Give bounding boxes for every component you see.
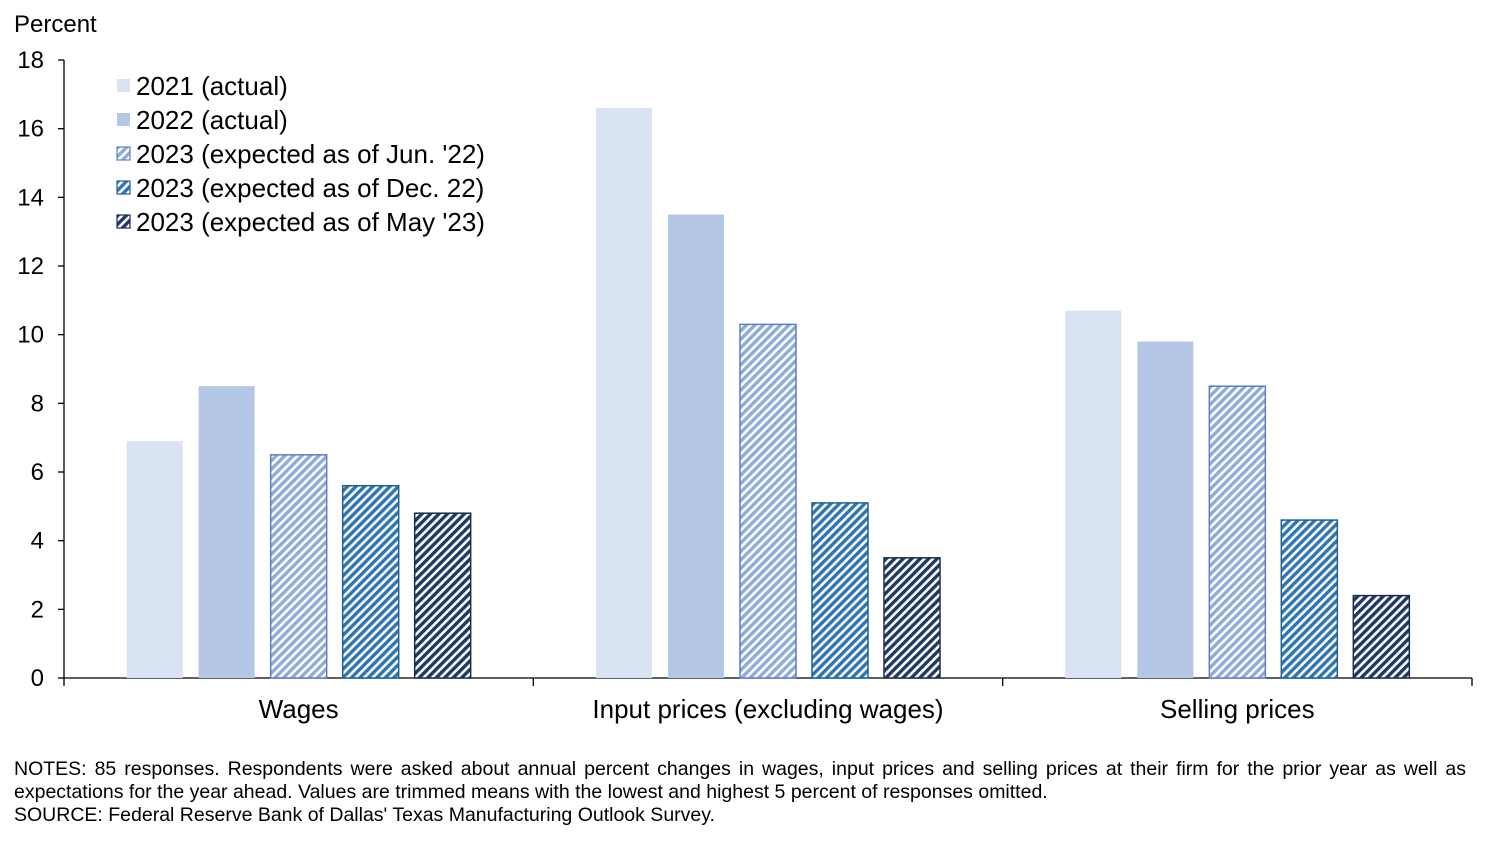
- y-axis: 0 2 4 6 8 10 12 14 16 18: [17, 47, 65, 692]
- bar: [811, 502, 869, 679]
- bar: [1280, 519, 1339, 679]
- bar: [883, 557, 941, 679]
- legend-label: 2023 (expected as of Dec. 22): [136, 173, 484, 203]
- bar: [126, 441, 183, 678]
- y-axis-label: Percent: [14, 11, 97, 38]
- bar: [1065, 310, 1122, 678]
- notes-text: NOTES: 85 responses. Respondents were as…: [14, 758, 1466, 803]
- y-tick-label: 10: [17, 322, 44, 349]
- y-tick-label: 12: [17, 253, 44, 280]
- y-tick-label: 2: [31, 596, 44, 623]
- legend-swatch: [116, 214, 131, 229]
- legend-label: 2023 (expected as of May '23): [136, 207, 485, 237]
- legend-label: 2022 (actual): [136, 105, 288, 135]
- legend-swatch: [117, 79, 130, 92]
- y-tick-label: 14: [17, 184, 44, 211]
- x-tick-label: Wages: [259, 694, 339, 724]
- bar: [1137, 341, 1194, 678]
- y-tick-label: 4: [31, 528, 44, 555]
- legend-label: 2021 (actual): [136, 71, 288, 101]
- bars: [126, 108, 1411, 679]
- y-tick-label: 6: [31, 459, 44, 486]
- legend-swatch: [116, 180, 131, 195]
- chart-notes: NOTES: 85 responses. Respondents were as…: [14, 758, 1466, 827]
- bar: [413, 512, 472, 679]
- bar: [668, 214, 724, 678]
- bar-chart: Percent 0 2 4 6 8 10 12 14 16 18 Wages Input price…: [14, 11, 1473, 724]
- bar: [341, 484, 400, 679]
- y-tick-label: 18: [17, 47, 44, 74]
- bar: [739, 323, 797, 679]
- legend-label: 2023 (expected as of Jun. '22): [136, 139, 485, 169]
- y-tick-label: 0: [31, 665, 44, 692]
- x-tick-label: Input prices (excluding wages): [592, 694, 943, 724]
- x-tick-label: Selling prices: [1160, 694, 1315, 724]
- bar: [198, 386, 255, 678]
- bar: [1352, 594, 1411, 679]
- bar: [1208, 385, 1267, 679]
- bar: [596, 108, 652, 679]
- legend-swatch: [116, 146, 131, 161]
- source-text: SOURCE: Federal Reserve Bank of Dallas' …: [14, 804, 715, 826]
- legend: 2021 (actual) 2022 (actual) 2023 (expected…: [116, 71, 485, 237]
- legend-swatch: [117, 113, 130, 126]
- bar: [269, 454, 328, 679]
- y-tick-label: 16: [17, 116, 44, 143]
- x-axis: Wages Input prices (excluding wages) Selli…: [63, 677, 1473, 724]
- y-tick-label: 8: [31, 390, 44, 417]
